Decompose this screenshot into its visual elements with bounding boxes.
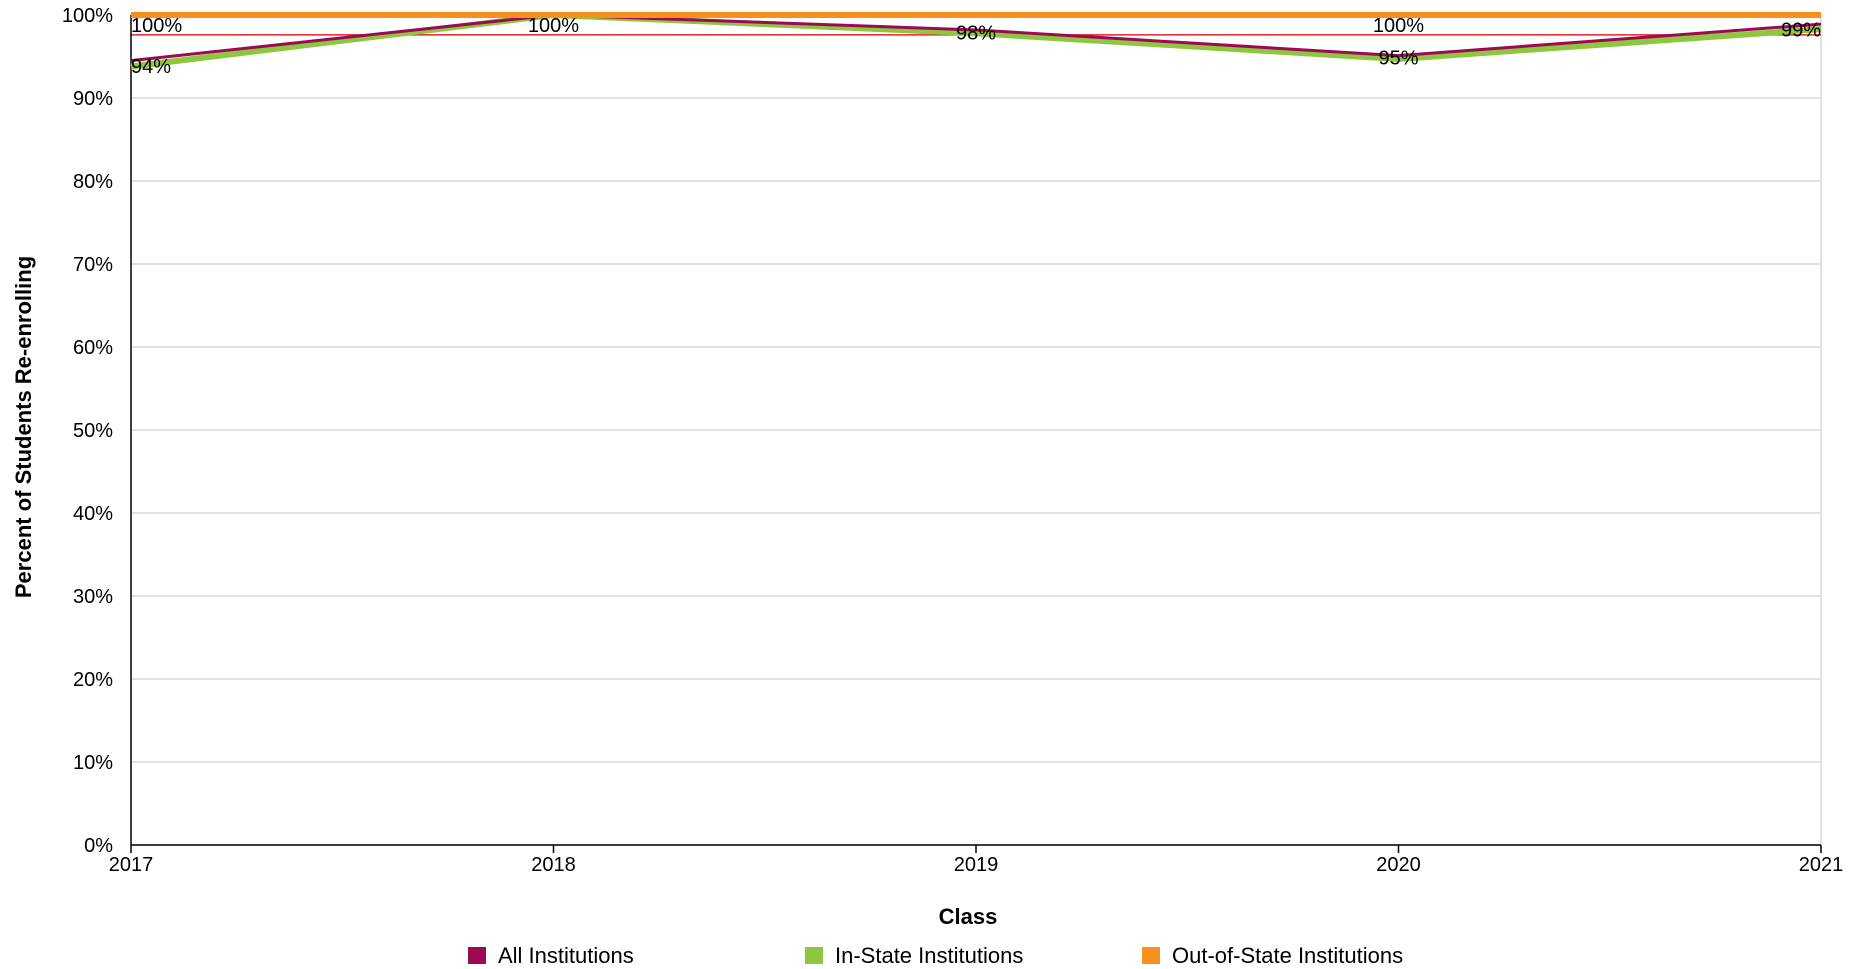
y-tick-label: 80% (73, 171, 113, 193)
y-tick-label: 20% (73, 669, 113, 691)
y-axis-title: Percent of Students Re-enrolling (11, 256, 36, 598)
x-tick-label-2021: 2021 (1799, 854, 1844, 876)
x-tick-label-2019: 2019 (954, 854, 999, 876)
y-tick-label: 100% (62, 5, 113, 27)
data-label: 95% (1378, 48, 1418, 70)
axes (130, 15, 1822, 853)
y-tick-label: 90% (73, 88, 113, 110)
x-axis-title: Class (939, 904, 998, 929)
data-label: 99% (1781, 19, 1821, 41)
x-tick-label-2018: 2018 (531, 854, 576, 876)
data-label: 100% (131, 15, 182, 37)
x-tick-label-2017: 2017 (109, 854, 154, 876)
y-tick-label: 0% (84, 835, 113, 857)
y-tick-label: 70% (73, 254, 113, 276)
legend-label-all-institutions: All Institutions (498, 943, 634, 964)
series-line-in-state-institutions (130, 12, 1822, 70)
data-label: 98% (956, 23, 996, 45)
series-lines (130, 12, 1822, 70)
legend-label-in-state-institutions: In-State Institutions (835, 943, 1023, 964)
legend-swatch-out-of-state-institutions (1142, 947, 1160, 965)
y-tick-label: 10% (73, 752, 113, 774)
y-tick-label: 40% (73, 503, 113, 525)
legend-label-out-of-state-institutions: Out-of-State Institutions (1172, 943, 1403, 964)
y-tick-label: 50% (73, 420, 113, 442)
data-labels: 100% 94% 100% 98% 100% 95% 99% (131, 15, 1821, 78)
data-label: 100% (528, 15, 579, 37)
gridlines (131, 14, 1822, 846)
series-line-all-institutions (130, 13, 1822, 63)
legend: All Institutions In-State Institutions Out… (468, 943, 1403, 968)
data-label: 94% (131, 56, 171, 78)
data-label: 100% (1373, 15, 1424, 37)
y-tick-labels: 0% 10% 20% 30% 40% 50% 60% 70% 80% 90% 100% (62, 5, 113, 857)
legend-swatch-all-institutions (468, 947, 486, 965)
x-tick-labels: 2017 2018 2019 2020 2021 (109, 854, 1844, 876)
y-tick-label: 30% (73, 586, 113, 608)
y-tick-label: 60% (73, 337, 113, 359)
legend-swatch-in-state-institutions (805, 947, 823, 965)
x-tick-label-2020: 2020 (1376, 854, 1421, 876)
